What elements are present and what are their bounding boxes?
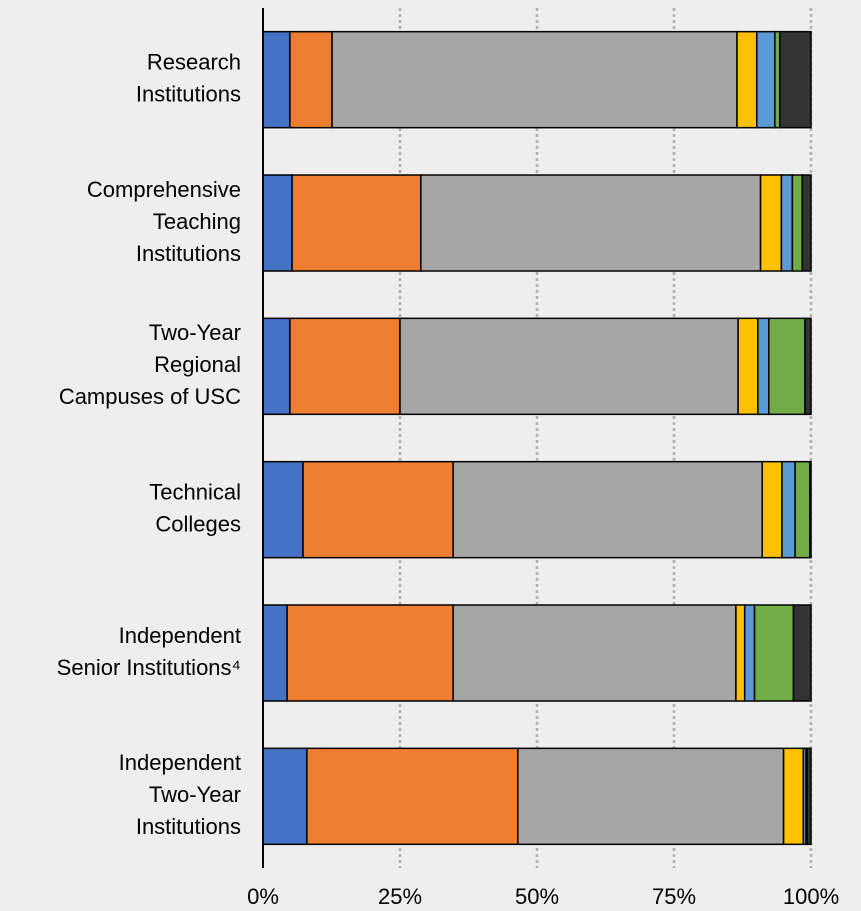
- y-tick-label: Two-Year: [149, 782, 241, 807]
- bar-segment: [289, 317, 401, 416]
- bar-segment: [806, 747, 812, 846]
- bar-segment: [781, 460, 796, 559]
- y-tick-label: Institutions: [136, 241, 241, 266]
- y-tick-label: Comprehensive: [87, 177, 241, 202]
- bar-segment: [779, 30, 812, 129]
- bar-segment: [791, 174, 803, 272]
- bar-segment: [743, 604, 756, 702]
- bar-segment: [753, 604, 795, 702]
- bar-segment: [759, 174, 783, 272]
- y-tick-label: Two-Year: [149, 320, 241, 345]
- y-tick-label: Campuses of USC: [59, 384, 241, 409]
- bar-segment: [757, 317, 770, 416]
- y-tick-label: Colleges: [155, 511, 241, 536]
- bar-segment: [262, 460, 304, 559]
- bar-segment: [794, 460, 811, 559]
- x-tick-label: 100%: [783, 884, 839, 909]
- y-tick-label: Independent: [119, 750, 241, 775]
- bar-segment: [262, 317, 291, 416]
- y-tick-label: Institutions: [136, 814, 241, 839]
- bar-segment: [399, 317, 739, 416]
- x-tick-label: 50%: [515, 884, 559, 909]
- y-tick-label: Independent: [119, 623, 241, 648]
- y-tick-label: Regional: [154, 352, 241, 377]
- x-tick-label: 0%: [247, 884, 279, 909]
- bar-segment: [517, 747, 785, 846]
- bar-segment: [792, 604, 812, 702]
- x-tick-label: 75%: [652, 884, 696, 909]
- bar-segment: [289, 30, 333, 129]
- bar-segment: [755, 30, 776, 129]
- bar-segment: [735, 604, 746, 702]
- y-tick-label: Institutions: [136, 81, 241, 106]
- bar-segment: [291, 174, 422, 272]
- y-tick-label: Research: [147, 49, 241, 74]
- bar-segment: [737, 317, 759, 416]
- bar-segment: [809, 460, 812, 559]
- bar-segment: [262, 30, 291, 129]
- bar-segment: [801, 174, 812, 272]
- bar-segment: [262, 604, 288, 702]
- bar-segment: [780, 174, 794, 272]
- bar-segment: [302, 460, 454, 559]
- y-tick-label: Technical: [149, 479, 241, 504]
- bar-segment: [420, 174, 762, 272]
- y-tick-label: Teaching: [153, 209, 241, 234]
- bar-segment: [782, 747, 805, 846]
- bar-segment: [306, 747, 519, 846]
- y-tick-label: Senior Institutions⁴: [57, 655, 241, 680]
- bar-segment: [804, 317, 812, 416]
- bar-segment: [331, 30, 738, 129]
- bar-segment: [262, 747, 308, 846]
- bar-segment: [452, 604, 737, 702]
- bar-segment: [286, 604, 454, 702]
- bar-segment: [761, 460, 783, 559]
- bar-segment: [262, 174, 293, 272]
- bar-segment: [736, 30, 758, 129]
- bar-segment: [768, 317, 806, 416]
- x-tick-label: 25%: [378, 884, 422, 909]
- bar-segment: [452, 460, 763, 559]
